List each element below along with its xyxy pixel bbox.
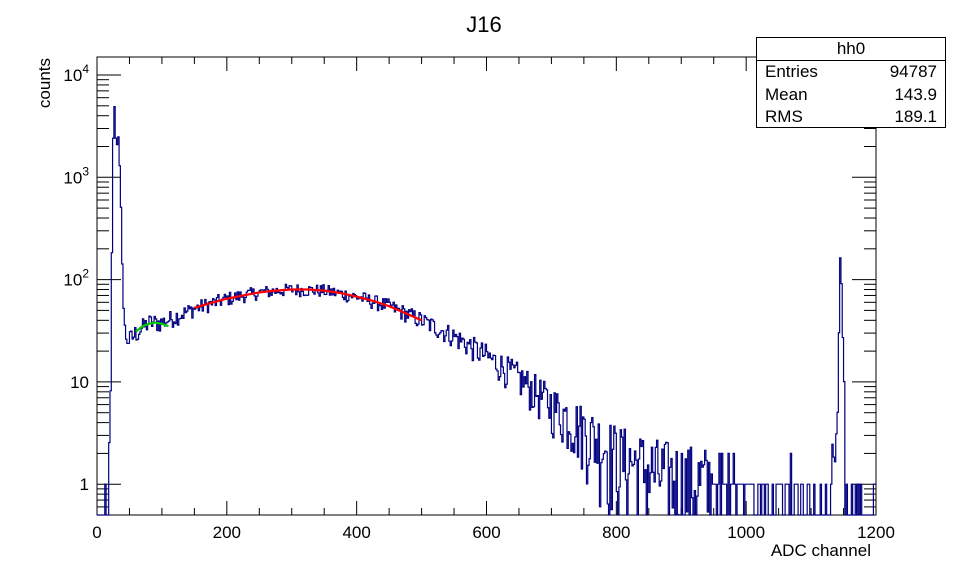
y-tick-label: 1 bbox=[80, 475, 89, 494]
x-tick-labels: 0 200 400 600 800 1000 1200 bbox=[92, 523, 895, 542]
y-tick-label: 104 bbox=[63, 62, 89, 85]
x-tick-label: 0 bbox=[92, 523, 101, 542]
chart-title: J16 bbox=[466, 12, 501, 37]
y-axis-label: counts bbox=[35, 58, 54, 108]
y-tick-label: 103 bbox=[63, 164, 89, 187]
stats-value: 94787 bbox=[889, 62, 937, 81]
x-axis-label: ADC channel bbox=[771, 541, 871, 560]
y-tick-labels: 1 10 102 103 104 bbox=[63, 62, 89, 494]
x-tick-label: 1200 bbox=[857, 523, 895, 542]
stats-label: Entries bbox=[765, 62, 818, 81]
stats-label: Mean bbox=[765, 84, 808, 104]
fit-curve bbox=[194, 288, 423, 322]
histogram-series bbox=[97, 105, 876, 516]
stats-row-entries: Entries 94787 bbox=[757, 61, 945, 84]
stats-title: hh0 bbox=[757, 38, 945, 61]
y-tick-label: 102 bbox=[63, 267, 89, 290]
fit-curve bbox=[135, 321, 169, 333]
x-tick-label: 800 bbox=[602, 523, 630, 542]
y-tick-label: 10 bbox=[70, 373, 89, 392]
x-tick-label: 600 bbox=[472, 523, 500, 542]
stats-box: hh0 Entries 94787 Mean 143.9 RMS 189.1 bbox=[756, 37, 946, 128]
x-tick-label: 200 bbox=[213, 523, 241, 542]
stats-row-mean: Mean 143.9 bbox=[757, 84, 945, 107]
x-tick-label: 400 bbox=[342, 523, 370, 542]
stats-row-rms: RMS 189.1 bbox=[757, 106, 945, 129]
stats-label: RMS bbox=[765, 107, 803, 126]
fit-curves bbox=[135, 288, 423, 333]
stats-value: 143.9 bbox=[894, 84, 937, 104]
stats-value: 189.1 bbox=[894, 107, 937, 126]
x-tick-label: 1000 bbox=[727, 523, 765, 542]
